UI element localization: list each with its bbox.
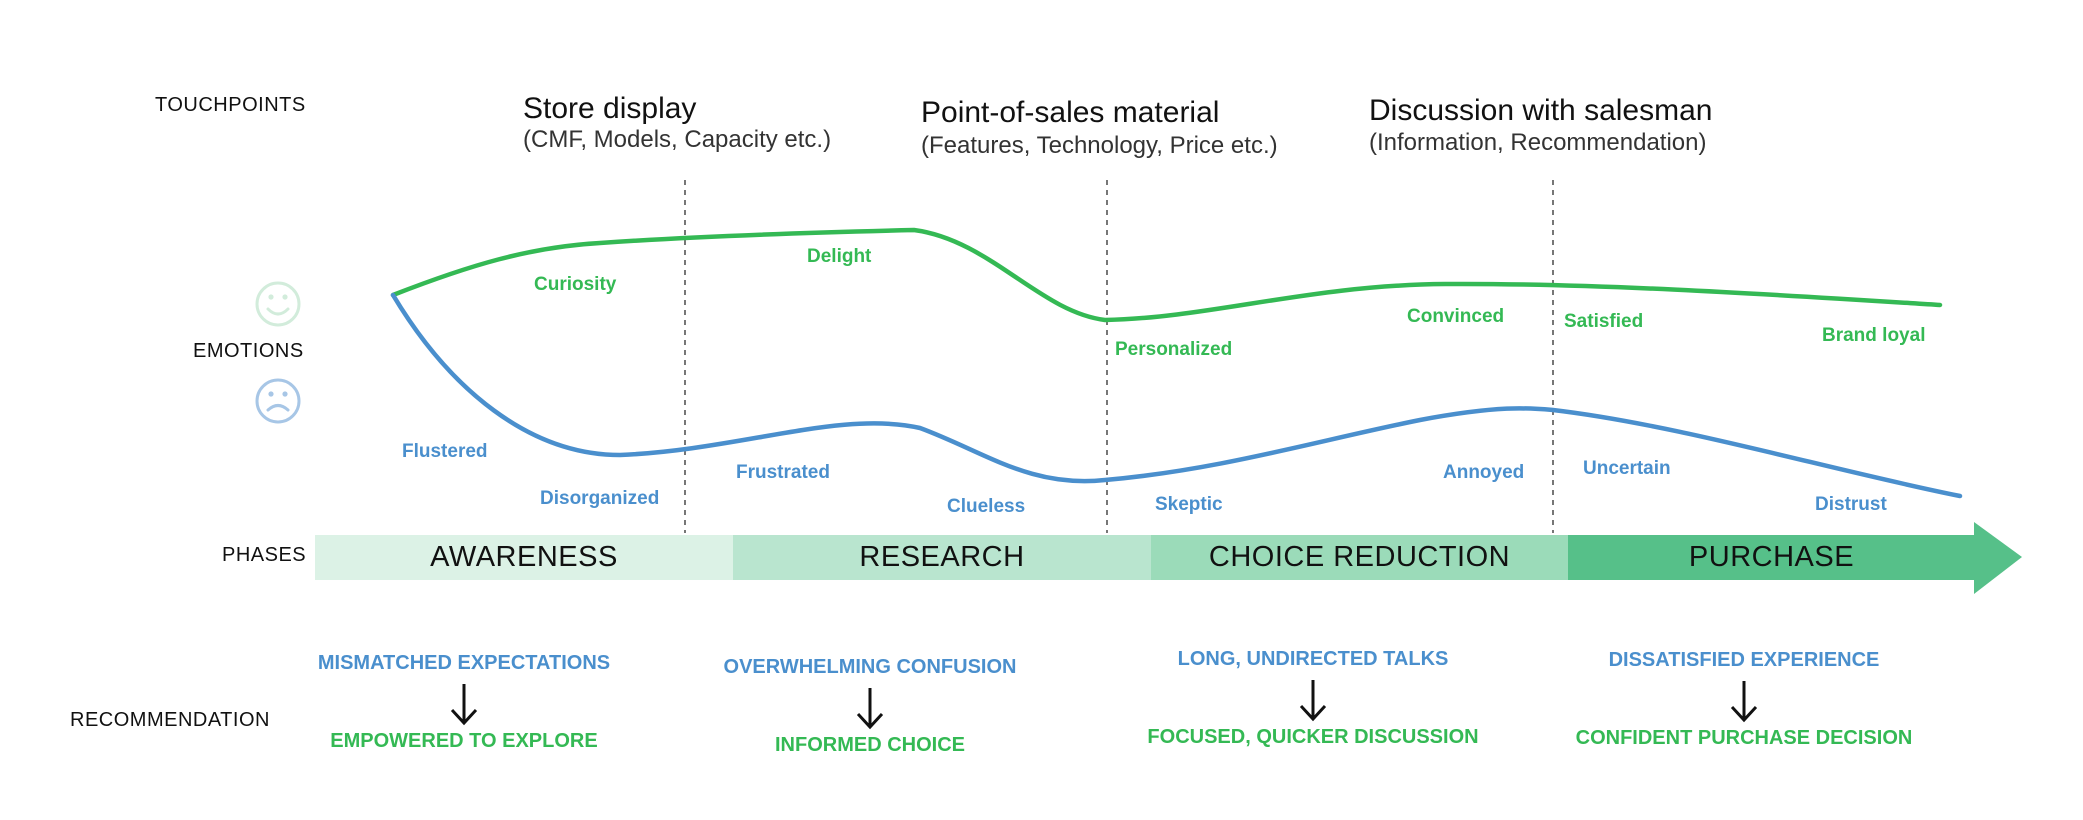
phase-segment-research	[733, 535, 1151, 580]
phase-bar	[315, 522, 2022, 594]
recommendation-problem: DISSATISFIED EXPERIENCE	[1608, 649, 1880, 671]
row-label-touchpoints: TOUCHPOINTS	[155, 94, 306, 116]
row-label-phases: PHASES	[222, 544, 307, 566]
recommendation-goal: EMPOWERED TO EXPLORE	[330, 730, 598, 752]
recommendation-choice-reduction: LONG, UNDIRECTED TALKS FOCUSED, QUICKER …	[1103, 646, 1523, 756]
recommendation-purchase: DISSATISFIED EXPERIENCE CONFIDENT PURCHA…	[1534, 647, 1954, 757]
touchpoint-subtitle: (CMF, Models, Capacity etc.)	[523, 126, 832, 153]
touchpoint-title: Discussion with salesman	[1369, 94, 1713, 127]
phase-label-choice-reduction: CHOICE REDUCTION	[1208, 541, 1511, 573]
phase-label-awareness: AWARENESS	[430, 541, 618, 573]
phase-label-research: RESEARCH	[859, 541, 1025, 573]
negative-emotion-label: Uncertain	[1583, 458, 1671, 479]
negative-emotion-label: Distrust	[1815, 494, 1887, 515]
negative-emotion-curve	[390, 292, 1963, 499]
touchpoint-subtitle: (Features, Technology, Price etc.)	[921, 132, 1278, 159]
positive-emotion-curve	[390, 227, 1943, 323]
negative-emotion-label: Disorganized	[540, 488, 660, 509]
row-label-recommendation: RECOMMENDATION	[70, 709, 270, 731]
recommendation-problem: LONG, UNDIRECTED TALKS	[1177, 648, 1449, 670]
phase-segment-purchase	[1568, 535, 1975, 580]
recommendation-problem: OVERWHELMING CONFUSION	[723, 656, 1017, 678]
phase-segment-choice-reduction	[1151, 535, 1568, 580]
negative-emotion-label: Frustrated	[736, 462, 830, 483]
phase-segment-awareness	[315, 535, 733, 580]
down-arrow-icon	[1730, 681, 1758, 723]
down-arrow-icon	[1299, 680, 1327, 722]
positive-emotion-label: Delight	[807, 246, 872, 267]
positive-emotion-label: Curiosity	[534, 274, 617, 295]
positive-emotion-label: Convinced	[1407, 306, 1505, 327]
recommendation-goal: FOCUSED, QUICKER DISCUSSION	[1147, 726, 1479, 748]
smiley-face-icon	[255, 281, 301, 327]
down-arrow-icon	[450, 684, 478, 726]
touchpoint-subtitle: (Information, Recommendation)	[1369, 129, 1707, 156]
phase-arrow-head	[1974, 522, 2022, 594]
negative-emotion-label: Clueless	[947, 496, 1026, 517]
recommendation-awareness: MISMATCHED EXPECTATIONS EMPOWERED TO EXP…	[254, 650, 674, 760]
negative-emotion-label: Flustered	[402, 441, 488, 462]
recommendation-goal: INFORMED CHOICE	[775, 734, 965, 756]
sad-face-icon	[255, 378, 301, 424]
down-arrow-icon	[856, 688, 884, 730]
recommendation-goal: CONFIDENT PURCHASE DECISION	[1575, 727, 1913, 749]
positive-emotion-label: Personalized	[1115, 339, 1233, 360]
phase-label-purchase: PURCHASE	[1688, 541, 1855, 573]
recommendation-research: OVERWHELMING CONFUSION INFORMED CHOICE	[660, 654, 1080, 764]
row-label-emotions: EMOTIONS	[193, 340, 304, 362]
touchpoint-title: Point-of-sales material	[921, 96, 1220, 129]
negative-emotion-label: Skeptic	[1155, 494, 1223, 515]
recommendation-problem: MISMATCHED EXPECTATIONS	[317, 652, 611, 674]
touchpoint-title: Store display	[523, 92, 697, 125]
positive-emotion-label: Satisfied	[1564, 311, 1644, 332]
positive-emotion-label: Brand loyal	[1822, 325, 1926, 346]
negative-emotion-label: Annoyed	[1443, 462, 1525, 483]
